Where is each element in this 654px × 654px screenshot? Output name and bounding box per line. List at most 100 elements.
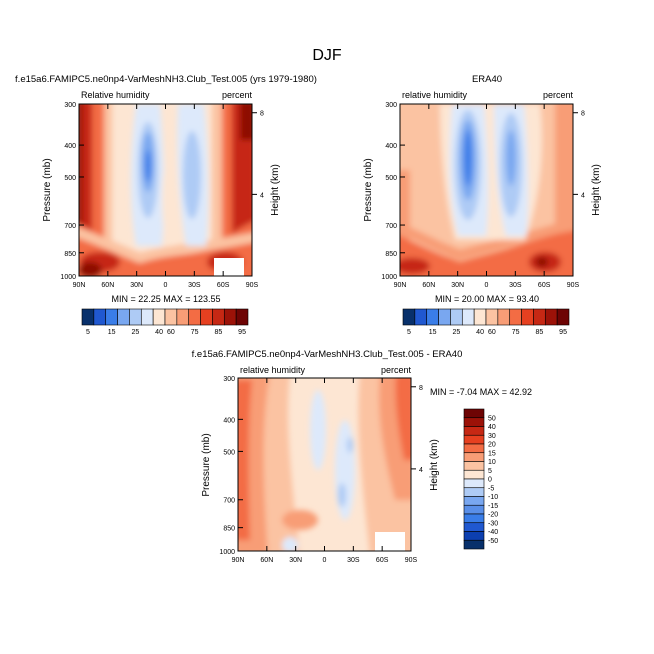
panel-model-colorbar: 5 15 25 40 60 75 85 95 [81, 308, 249, 336]
panel-era40-x-tick-label: 30N [451, 282, 464, 289]
panel-model-y-tick-label: 1000 [60, 274, 76, 281]
panel-diff-colorbar-label: 10 [488, 459, 496, 466]
panel-diff-contours [238, 378, 411, 551]
panel-diff-y-tick-label: 1000 [219, 549, 235, 556]
panel-model-colorbar-swatch [164, 308, 178, 326]
panel-diff-x-tick-label: 30N [289, 557, 302, 564]
panel-diff-colorbar-swatch [463, 513, 485, 524]
panel-diff-colorbar-swatch [463, 504, 485, 515]
panel-diff-y-tick-label: 500 [223, 449, 235, 456]
panel-diff-colorbar-label: 30 [488, 433, 496, 440]
panel-model-right-tick-label: 8 [260, 111, 264, 118]
panel-diff-colorbar-label: 15 [488, 450, 496, 457]
panel-diff-x-ticks: 90N 60N 30N 0 30S 60S 90S [232, 378, 418, 564]
panel-era40-x-tick-label: 60S [538, 282, 551, 289]
panel-era40-tropical-darkblue [464, 130, 472, 186]
panel-era40-colorbar-swatch [509, 308, 522, 326]
panel-era40-surface-red-patch [400, 258, 430, 274]
panel-era40-colorbar-swatch [556, 308, 570, 326]
panel-diff-title: f.e15a6.FAMIPC5.ne0np4-VarMeshNH3.Club_T… [192, 349, 463, 360]
panel-diff-colorbar-swatch [463, 434, 485, 445]
panel-diff-right-tick-label: 4 [419, 467, 423, 474]
panel-diff-left-label: relative humidity [240, 365, 306, 375]
panel-era40-colorbar-swatch [533, 308, 546, 326]
panel-model-x-tick-label: 0 [164, 282, 168, 289]
panel-era40-colorbar-swatch [544, 308, 558, 326]
panel-diff-colorbar-swatch [463, 539, 485, 550]
panel-diff-y-tick-label: 300 [223, 376, 235, 383]
panel-model-edge-maroon-right [240, 104, 252, 140]
panel-model-colorbar-label: 25 [131, 329, 139, 336]
panel-era40-y-tick-label: 700 [385, 223, 397, 230]
panel-model-colorbar-swatch [117, 308, 130, 326]
panel-model-right-ticks: 84 [252, 111, 264, 199]
panel-era40-band-orange-right [555, 104, 573, 240]
panel-era40-colorbar: 5 15 25 40 60 75 85 95 [402, 308, 570, 336]
panel-diff-colorbar-label: -5 [488, 485, 494, 492]
panel-model-colorbar-label: 75 [191, 329, 199, 336]
panel-model-x-tick-label: 90N [73, 282, 86, 289]
panel-model-ylabel: Pressure (mb) [42, 158, 53, 221]
panel-era40-colorbar-swatch [461, 308, 475, 326]
panel-era40-band-orange-left [400, 170, 410, 276]
panel-era40-y-tick-label: 1000 [381, 274, 397, 281]
panel-diff-missing-data [375, 532, 405, 551]
panel-diff-colorbar-label: -20 [488, 512, 498, 519]
panel-diff-colorbar-swatch [463, 496, 485, 506]
panel-model-colorbar-swatch [188, 308, 201, 326]
panel-era40-surface-light [400, 218, 573, 261]
panel-diff-colorbar-label: -40 [488, 529, 498, 536]
panel-era40-colorbar-swatch [438, 308, 451, 326]
panel-diff: f.e15a6.FAMIPC5.ne0np4-VarMeshNH3.Club_T… [192, 349, 532, 564]
panel-diff-x-tick-label: 90S [405, 557, 418, 564]
panel-diff-mid-orange-patch [282, 510, 318, 530]
panel-diff-blue-patch-2 [347, 437, 353, 453]
panel-diff-colorbar-label: 5 [488, 468, 492, 475]
panel-model-title: f.e15a6.FAMIPC5.ne0np4-VarMeshNH3.Club_T… [15, 74, 317, 85]
panel-diff-colorbar-swatch [463, 408, 485, 419]
panel-model-x-ticks: 90N 60N 30N 0 30S 60S 90S [73, 104, 259, 289]
panel-diff-ylabel: Pressure (mb) [201, 433, 212, 496]
panel-era40-y-tick-label: 400 [385, 143, 397, 150]
panel-diff-right-label: percent [381, 365, 412, 375]
panel-diff-colorbar-swatch [463, 469, 485, 480]
panel-era40-y-ticks: 300 400 500 700 850 1000 [381, 102, 405, 281]
panel-era40-right-axis-label: Height (km) [591, 164, 602, 216]
panel-era40-x-tick-label: 90S [567, 282, 580, 289]
panel-diff-x-tick-label: 0 [323, 557, 327, 564]
panel-diff-colorbar-label: 40 [488, 424, 496, 431]
panel-model-x-tick-label: 60N [101, 282, 114, 289]
panel-diff-colorbar-swatch [463, 452, 485, 462]
panel-diff-colorbar-label: 50 [488, 415, 496, 422]
panel-diff-x-tick-label: 90N [232, 557, 245, 564]
panel-diff-colorbar-label: -30 [488, 520, 498, 527]
panel-era40-x-tick-label: 0 [485, 282, 489, 289]
panel-era40-left-label: relative humidity [402, 90, 468, 100]
panel-model-missing-data [214, 258, 244, 276]
panel-model-equator-peach [162, 155, 178, 245]
panel-era40-y-tick-label: 500 [385, 175, 397, 182]
panel-era40-x-ticks: 90N 60N 30N 0 30S 60S 90S [394, 104, 580, 289]
panel-diff-right-axis-label: Height (km) [429, 439, 440, 491]
panel-era40-colorbar-label: 5 [407, 329, 411, 336]
panel-diff-y-tick-label: 400 [223, 417, 235, 424]
panel-diff-y-tick-label: 700 [223, 498, 235, 505]
panel-model-y-ticks: 300 400 500 700 850 1000 [60, 102, 84, 281]
panel-diff-x-tick-label: 30S [347, 557, 360, 564]
panel-era40-y-tick-label: 850 [385, 251, 397, 258]
panel-diff-lightblue-c [282, 537, 298, 551]
panel-era40-surface-maroon-patch [536, 257, 548, 267]
panel-model-y-tick-label: 700 [64, 223, 76, 230]
panel-diff-colorbar-label: 20 [488, 442, 496, 449]
panel-model-surface-maroon-patch [79, 262, 102, 276]
panel-era40-contours [400, 104, 573, 276]
panel-diff-colorbar-swatch [463, 417, 485, 427]
panel-diff-lightblue-a [310, 390, 326, 470]
panel-model-y-tick-label: 300 [64, 102, 76, 109]
panel-model-colorbar-swatch [105, 308, 118, 326]
panel-era40-colorbar-label: 85 [535, 329, 543, 336]
panel-model-right-tick-label: 4 [260, 192, 264, 199]
